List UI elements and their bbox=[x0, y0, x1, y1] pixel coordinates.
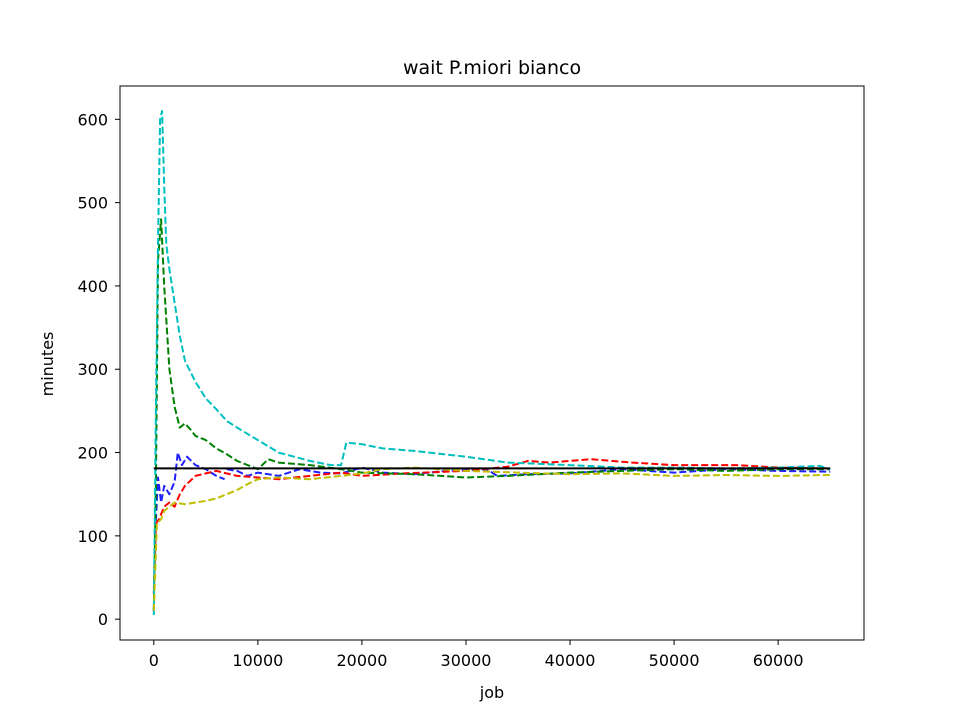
y-axis-label: minutes bbox=[38, 332, 57, 397]
x-tick-label: 0 bbox=[149, 651, 159, 670]
y-tick-label: 100 bbox=[77, 527, 108, 546]
y-axis: 0 100 200 300 400 500 600 bbox=[77, 110, 120, 629]
x-tick-label: 30000 bbox=[441, 651, 492, 670]
series-line-6 bbox=[152, 466, 831, 611]
y-tick-label: 400 bbox=[77, 277, 108, 296]
x-axis-label: job bbox=[479, 683, 504, 702]
chart-title: wait P.miori bianco bbox=[403, 57, 581, 79]
x-tick-label: 10000 bbox=[232, 651, 283, 670]
y-tick-label: 500 bbox=[77, 194, 108, 213]
series-layer bbox=[152, 110, 831, 616]
x-tick-label: 20000 bbox=[336, 651, 387, 670]
x-axis: 0 10000 20000 30000 40000 50000 60000 bbox=[149, 640, 804, 670]
y-tick-label: 600 bbox=[77, 110, 108, 129]
y-tick-label: 300 bbox=[77, 360, 108, 379]
y-tick-label: 200 bbox=[77, 444, 108, 463]
plot-frame bbox=[119, 85, 865, 641]
x-tick-label: 40000 bbox=[545, 651, 596, 670]
plot-background bbox=[120, 86, 864, 640]
y-tick-label: 0 bbox=[98, 610, 108, 629]
series-line-4 bbox=[152, 218, 831, 611]
x-tick-label: 60000 bbox=[753, 651, 804, 670]
x-tick-label: 50000 bbox=[649, 651, 700, 670]
